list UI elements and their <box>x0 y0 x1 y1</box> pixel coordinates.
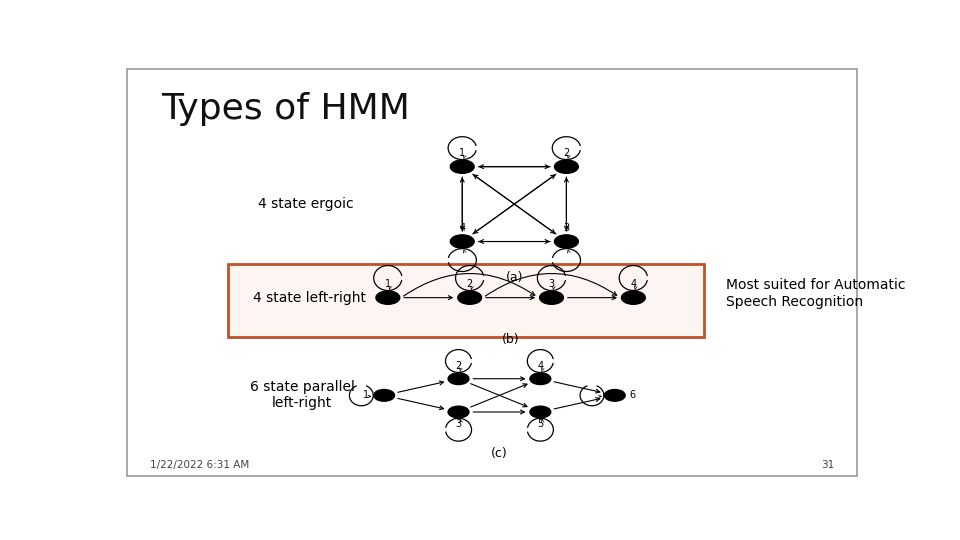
Text: 3: 3 <box>548 279 555 289</box>
Text: 2: 2 <box>467 279 473 289</box>
Text: Most suited for Automatic
Speech Recognition: Most suited for Automatic Speech Recogni… <box>727 279 906 308</box>
Text: 3: 3 <box>455 420 462 429</box>
Circle shape <box>555 235 578 248</box>
Circle shape <box>530 373 551 384</box>
Circle shape <box>373 389 395 401</box>
Text: 4: 4 <box>631 279 636 289</box>
Circle shape <box>448 406 468 418</box>
Text: 4 state ergoic: 4 state ergoic <box>258 197 354 211</box>
Bar <box>228 265 704 337</box>
Text: 6 state parallel
left-right: 6 state parallel left-right <box>250 380 354 410</box>
Text: 4: 4 <box>459 223 466 233</box>
Circle shape <box>458 291 482 305</box>
Text: (a): (a) <box>506 271 523 284</box>
Circle shape <box>530 406 551 418</box>
Text: 31: 31 <box>821 460 834 470</box>
Circle shape <box>450 235 474 248</box>
Circle shape <box>540 291 564 305</box>
Text: 1/22/2022 6:31 AM: 1/22/2022 6:31 AM <box>150 460 249 470</box>
Circle shape <box>555 160 578 173</box>
Text: (c): (c) <box>492 447 508 460</box>
Text: 1: 1 <box>385 279 391 289</box>
Text: 6: 6 <box>630 390 636 400</box>
Text: 1: 1 <box>363 390 370 400</box>
Circle shape <box>605 389 625 401</box>
Circle shape <box>450 160 474 173</box>
Text: Types of HMM: Types of HMM <box>161 92 410 126</box>
Text: 2: 2 <box>564 148 569 158</box>
Text: 1: 1 <box>459 148 466 158</box>
Text: (b): (b) <box>502 333 519 346</box>
Circle shape <box>376 291 399 305</box>
Circle shape <box>448 373 468 384</box>
Circle shape <box>621 291 645 305</box>
Text: 2: 2 <box>455 361 462 371</box>
Text: 4 state left-right: 4 state left-right <box>253 291 366 305</box>
Text: 4: 4 <box>538 361 543 371</box>
Text: 3: 3 <box>564 223 569 233</box>
Text: 5: 5 <box>538 420 543 429</box>
